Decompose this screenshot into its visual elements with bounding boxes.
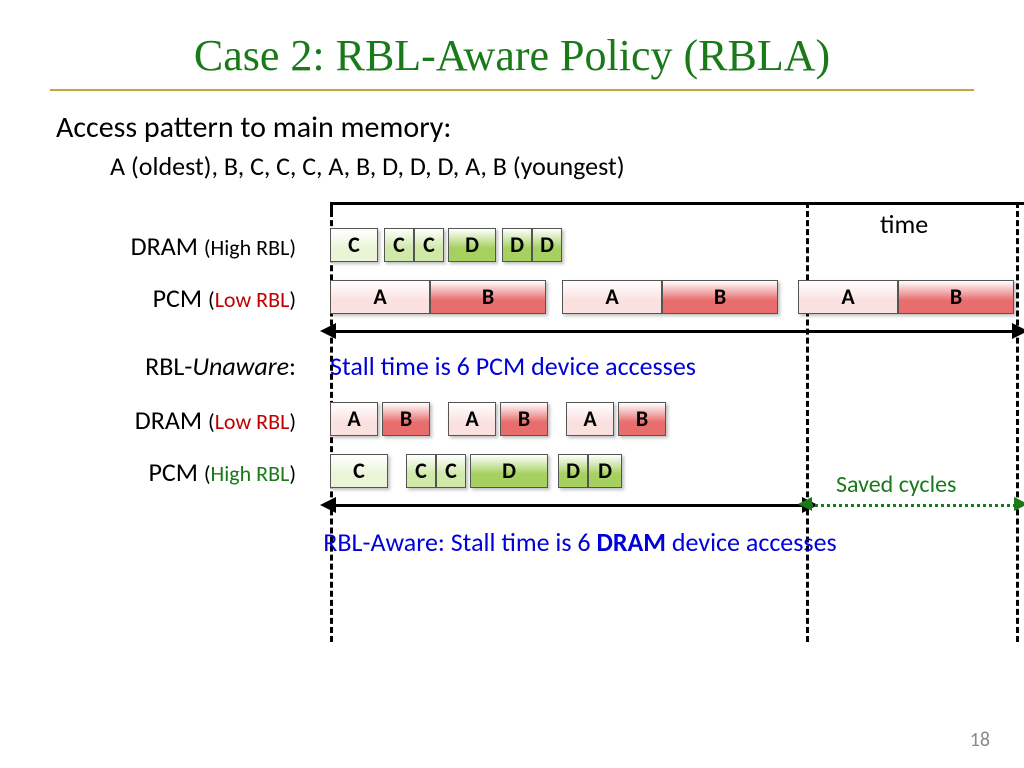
seg-C: C <box>330 228 378 262</box>
label-sub: (High RBL) <box>204 460 296 487</box>
track-dram-high: CCCDDD <box>330 228 1024 264</box>
seg-A: A <box>330 280 430 314</box>
seg-B: B <box>430 280 546 314</box>
label-text: DRAM <box>131 230 204 262</box>
span-arrow-full-left <box>320 323 336 339</box>
seg-B: B <box>382 402 430 436</box>
seg-A: A <box>566 402 614 436</box>
subtitle: Access pattern to main memory: <box>56 109 974 146</box>
seg-C: C <box>406 454 436 488</box>
seg-C: C <box>436 454 466 488</box>
label-text: PCM <box>153 282 208 314</box>
title-rule <box>50 89 974 91</box>
seg-C: C <box>414 228 444 262</box>
row-label-dram-high: DRAM (High RBL) <box>50 230 310 262</box>
saved-cycles-label: Saved cycles <box>836 470 956 499</box>
track-pcm-low: ABABAB <box>330 280 1024 316</box>
seg-D: D <box>588 454 622 488</box>
seg-D: D <box>532 228 562 262</box>
access-pattern: A (oldest), B, C, C, C, A, B, D, D, D, A… <box>110 150 974 182</box>
label-sub: (Low RBL) <box>208 286 296 313</box>
seg-B: B <box>500 402 548 436</box>
seg-D: D <box>470 454 548 488</box>
time-axis <box>330 202 1024 205</box>
seg-A: A <box>562 280 662 314</box>
saved-arrow <box>810 504 1016 507</box>
row-label-pcm-high: PCM (High RBL) <box>50 456 310 488</box>
seg-A: A <box>798 280 898 314</box>
seg-B: B <box>898 280 1014 314</box>
annot-unaware-label: RBL-Unaware: <box>50 350 310 382</box>
saved-arrow-head-right <box>1014 497 1024 511</box>
label-sub: (High RBL) <box>204 234 296 261</box>
annot-aware: RBL-Aware: Stall time is 6 DRAM device a… <box>250 526 910 558</box>
label-text: PCM <box>148 456 203 488</box>
saved-arrow-head-left <box>798 497 812 511</box>
annot-unaware-row: RBL-Unaware: Stall time is 6 PCM device … <box>50 350 974 382</box>
span-arrow-full <box>334 330 1014 333</box>
seg-B: B <box>662 280 778 314</box>
row-label-pcm-low: PCM (Low RBL) <box>50 282 310 314</box>
label-text: DRAM <box>135 404 208 436</box>
seg-C: C <box>384 228 414 262</box>
seg-C: C <box>330 454 388 488</box>
timeline-area: time DRAM (High RBL) CCCDDD PCM (Low RBL… <box>50 202 974 692</box>
seg-D: D <box>448 228 496 262</box>
row-dram-low: DRAM (Low RBL) ABABAB <box>50 400 974 440</box>
row-label-dram-low: DRAM (Low RBL) <box>50 404 310 436</box>
track-dram-low: ABABAB <box>330 402 1024 438</box>
label-sub: (Low RBL) <box>208 408 296 435</box>
seg-A: A <box>448 402 496 436</box>
seg-A: A <box>330 402 378 436</box>
row-dram-high: DRAM (High RBL) CCCDDD <box>50 226 974 266</box>
seg-B: B <box>618 402 666 436</box>
seg-D: D <box>558 454 588 488</box>
annot-unaware-text: Stall time is 6 PCM device accesses <box>310 350 696 382</box>
span-arrow-short <box>334 504 804 507</box>
row-pcm-low: PCM (Low RBL) ABABAB <box>50 278 974 318</box>
span-arrow-full-right <box>1012 323 1024 339</box>
slide-title: Case 2: RBL-Aware Policy (RBLA) <box>50 30 974 81</box>
seg-D: D <box>502 228 532 262</box>
span-arrow-short-left <box>320 497 336 513</box>
page-number: 18 <box>970 728 990 752</box>
